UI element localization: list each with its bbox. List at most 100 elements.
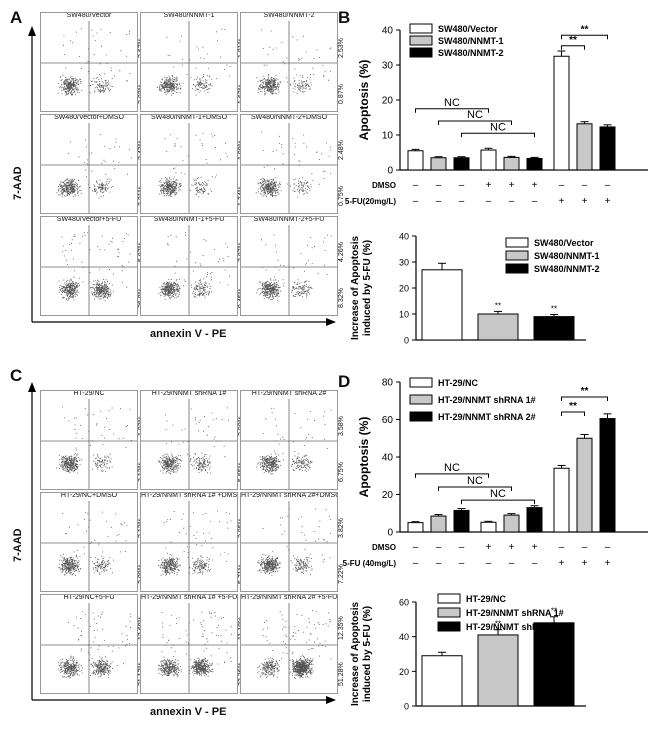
legend-label: HT-29/NNMT shRNA 1# [438,395,536,405]
y-tick-label: 20 [382,96,394,107]
treatment-value: + [486,542,492,553]
treatment-value: + [605,196,611,207]
scatter-points [156,28,231,96]
bar [533,316,575,341]
chart-d-bottom: 0 20 40 60 Increase of Apoptosisinduced by 5… [350,593,586,712]
flow-plot-title: HT-29/NNMT shRNA 2#+DMSO [241,492,337,499]
bar [453,157,470,171]
flow-plot: SW480/Vector [40,12,138,112]
legend-label: SW480/Vector [438,24,498,34]
x-axis-label-c: annexin V - PE [150,706,227,718]
legend-label: HT-29/NNMT shRNA 2# [438,412,536,422]
scatter-points [56,134,132,199]
flow-plot: SW480/NNMT-1+DMSO [140,114,238,214]
y-axis-label-line: induced by 5-FU (%) [362,606,373,702]
y-axis-label: Increase of Apoptosisinduced by 5-FU (%) [350,236,373,341]
scatter-dots [141,123,237,213]
comparison-bracket [438,120,512,125]
y-axis-label: Apoptosis (%) [357,417,371,498]
flow-plot-title: SW480/NNMT-1+5-FU [141,217,237,223]
bar [407,150,424,171]
bar [407,522,424,533]
y-tick-label: 0 [404,702,409,712]
scatter-dots [241,21,337,111]
legend-label: HT-29/NNMT shRNA 1# [466,608,564,618]
y-tick-label: 10 [399,310,409,320]
treatment-label: 5-FU(20mg/L) [345,197,396,206]
comparison-bracket [415,473,489,478]
bar [576,123,593,171]
treatment-value: – [582,542,588,553]
y-tick-label: 0 [387,166,393,177]
legend-swatch [409,23,433,34]
flow-plot-title: HT-29/NC+DMSO [41,493,137,499]
chart-b-top: 0 10 20 30 40 Apoptosis (%) NC NC NC ** ** DMSO – – – +… [345,23,648,207]
comparison-label: NC [490,121,506,133]
bar [421,655,463,707]
flow-plot-title: SW480/NNMT-2 [241,13,337,19]
scatter-dots [241,225,337,315]
treatment-value: + [486,180,492,191]
comparison-label: NC [444,462,460,474]
comparison-label: ** [581,24,589,35]
treatment-value: – [486,558,492,569]
bar [430,515,447,533]
legend-label: HT-29/NNMT shRNA 2# [466,622,564,632]
legend-swatch [505,250,529,261]
treatment-value: – [509,558,515,569]
treatment-value: – [486,196,492,207]
y-tick-label: 40 [382,453,394,464]
treatment-value: – [413,180,419,191]
treatment-value: – [459,558,465,569]
flow-plot: HT-29/NNMT shRNA 1# +5-FU [140,594,238,694]
scatter-dots [41,399,137,489]
scatter-dots [141,501,237,591]
treatment-value: – [582,180,588,191]
x-axis-label-a: annexin V - PE [150,328,227,340]
y-tick-label: 40 [399,232,409,242]
flow-plot: HT-29/NNMT shRNA 2# +5-FU [240,594,338,694]
treatment-value: + [582,196,588,207]
treatment-value: – [559,180,565,191]
scatter-dots [41,225,137,315]
legend-swatch [437,607,461,618]
flow-plot: HT-29/NNMT shRNA 2# [240,390,338,490]
bar [599,418,616,533]
y-tick-label: 30 [382,61,394,72]
treatment-value: + [509,542,515,553]
legend-swatch [505,237,529,248]
comparison-label: ** [581,386,589,397]
comparison-bracket [561,45,585,50]
chart-d-top: 0 20 40 60 80 Apoptosis (%) NC NC NC ** ** DMSO – – – +… [343,377,648,569]
scatter-points [256,234,332,301]
scatter-points [256,29,332,96]
flow-plot: SW480/NNMT-2+DMSO [240,114,338,214]
scatter-points [56,406,132,474]
treatment-value: + [559,196,565,207]
treatment-value: – [436,558,442,569]
y-tick-label: 60 [399,598,409,608]
legend-swatch [409,47,433,58]
treatment-value: – [436,542,442,553]
treatment-value: – [532,196,538,207]
y-axis-label: Apoptosis (%) [357,60,371,141]
flow-plot-title: SW480/NNMT-1 [141,13,237,19]
treatment-value: – [413,558,419,569]
scatter-dots [141,603,237,693]
legend-swatch [505,263,529,274]
flow-plot-title: HT-29/NNMT shRNA 2# +5-FU [241,594,337,601]
treatment-label: DMSO [372,181,396,190]
y-tick-label: 40 [382,26,394,37]
y-axis-label-line: Increase of Apoptosis [350,236,361,341]
flow-plot-title: SW480/NNMT-2+DMSO [241,115,337,121]
treatment-value: + [582,558,588,569]
scatter-points [57,28,131,96]
treatment-value: – [459,180,465,191]
y-tick-label: 30 [399,258,409,268]
bar [480,149,497,171]
bar [526,157,543,171]
comparison-label: NC [467,109,483,121]
flow-plot: HT-29/NC+5-FU [40,594,138,694]
legend-label: SW480/Vector [534,238,594,248]
flow-plot: SW480/NNMT-1+5-FU [140,216,238,316]
